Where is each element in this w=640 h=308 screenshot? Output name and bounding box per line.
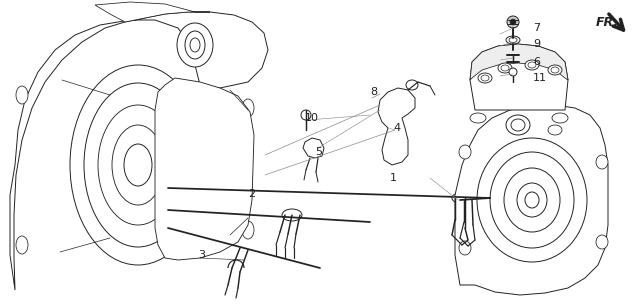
Ellipse shape <box>177 23 213 67</box>
Ellipse shape <box>511 119 525 131</box>
Ellipse shape <box>548 65 562 75</box>
Ellipse shape <box>452 193 468 203</box>
Ellipse shape <box>406 80 418 90</box>
Ellipse shape <box>481 75 489 81</box>
Ellipse shape <box>501 65 509 71</box>
Text: 5: 5 <box>315 147 322 157</box>
Ellipse shape <box>282 209 302 221</box>
Ellipse shape <box>478 73 492 83</box>
Polygon shape <box>378 88 415 165</box>
Ellipse shape <box>509 68 517 76</box>
Ellipse shape <box>525 60 539 70</box>
Ellipse shape <box>506 36 520 44</box>
Ellipse shape <box>507 16 519 28</box>
Text: 6: 6 <box>533 57 540 67</box>
Ellipse shape <box>301 110 311 120</box>
Ellipse shape <box>490 152 574 248</box>
Polygon shape <box>95 2 210 22</box>
Polygon shape <box>303 138 324 158</box>
Ellipse shape <box>525 192 539 208</box>
Ellipse shape <box>190 38 200 52</box>
Ellipse shape <box>504 168 560 232</box>
Ellipse shape <box>517 183 547 217</box>
Text: 4: 4 <box>393 123 400 133</box>
Text: 3: 3 <box>198 250 205 260</box>
Ellipse shape <box>470 113 486 123</box>
Ellipse shape <box>242 99 254 117</box>
Ellipse shape <box>112 125 164 205</box>
Ellipse shape <box>477 138 587 262</box>
Ellipse shape <box>551 67 559 73</box>
Text: 10: 10 <box>305 113 319 123</box>
Ellipse shape <box>16 236 28 254</box>
Text: 9: 9 <box>533 39 540 49</box>
Text: FR.: FR. <box>596 15 619 29</box>
Ellipse shape <box>552 113 568 123</box>
Ellipse shape <box>98 105 178 225</box>
Ellipse shape <box>498 63 512 73</box>
Ellipse shape <box>16 86 28 104</box>
Text: 11: 11 <box>533 73 547 83</box>
Polygon shape <box>455 105 608 295</box>
Text: 2: 2 <box>248 189 255 199</box>
Ellipse shape <box>528 62 536 68</box>
Polygon shape <box>10 12 268 290</box>
Ellipse shape <box>548 125 562 135</box>
Ellipse shape <box>84 83 192 247</box>
Ellipse shape <box>459 145 471 159</box>
Ellipse shape <box>509 38 517 43</box>
Ellipse shape <box>124 144 152 186</box>
Text: 8: 8 <box>370 87 377 97</box>
Ellipse shape <box>459 241 471 255</box>
Ellipse shape <box>596 155 608 169</box>
Ellipse shape <box>596 235 608 249</box>
Ellipse shape <box>242 221 254 239</box>
Polygon shape <box>470 44 568 80</box>
Text: 7: 7 <box>533 23 540 33</box>
Polygon shape <box>155 78 254 260</box>
Text: 1: 1 <box>390 173 397 183</box>
Ellipse shape <box>185 31 205 59</box>
Polygon shape <box>470 44 568 110</box>
Ellipse shape <box>506 115 530 135</box>
Ellipse shape <box>456 195 464 201</box>
Ellipse shape <box>70 65 206 265</box>
Ellipse shape <box>510 19 516 25</box>
